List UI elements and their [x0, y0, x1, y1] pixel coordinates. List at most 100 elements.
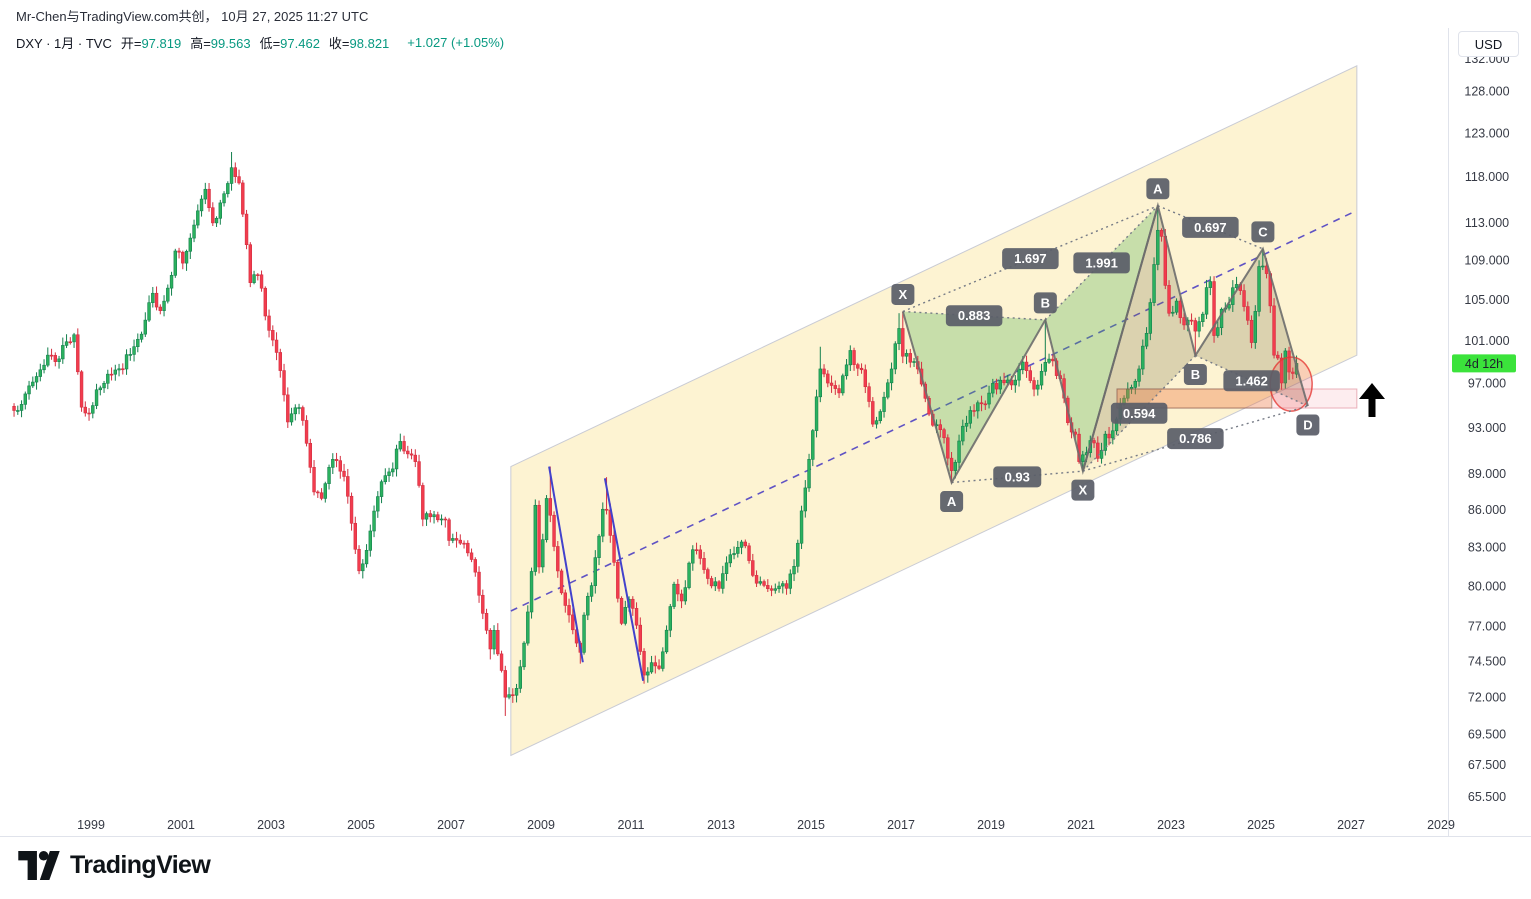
candle-body [68, 341, 73, 344]
candle [121, 363, 125, 375]
pattern-point-label-D[interactable]: D [1296, 414, 1320, 436]
fib-ratio-label[interactable]: 0.93 [993, 466, 1042, 488]
fib-ratio-label[interactable]: 1.991 [1073, 252, 1130, 274]
candle-body [799, 510, 804, 544]
candle [117, 363, 121, 377]
candle [559, 568, 564, 595]
price-axis-label: 123.000 [1464, 126, 1509, 140]
candle [946, 434, 950, 466]
candle [949, 451, 954, 483]
fib-ratio-label[interactable]: 0.786 [1167, 428, 1224, 450]
candle [653, 655, 658, 674]
candle [91, 402, 95, 419]
candle [856, 362, 860, 376]
candle [1096, 436, 1100, 462]
pattern-point-label-B[interactable]: B [1183, 363, 1207, 385]
candle [818, 346, 823, 403]
badge-text: 4d 12h [1465, 357, 1503, 371]
label-text: 0.697 [1194, 220, 1227, 235]
pattern-point-label-B[interactable]: B [1033, 292, 1057, 314]
ohlc-field: 开=97.819 [120, 36, 182, 51]
candle-body [533, 504, 538, 572]
candle-body [1152, 264, 1156, 303]
candle-body [1201, 313, 1205, 322]
candle [1242, 284, 1246, 312]
channel-midline[interactable] [510, 209, 1358, 612]
candle [27, 380, 31, 400]
candle-body [1272, 305, 1276, 356]
candle [871, 397, 875, 427]
pattern-point-label-X[interactable]: X [1071, 479, 1095, 501]
candle [477, 566, 481, 603]
candle-body [818, 368, 823, 398]
candlestick-series [12, 151, 1299, 716]
candle [1287, 346, 1291, 380]
candle-body [214, 217, 219, 224]
candle [541, 533, 545, 573]
plot-area[interactable] [12, 65, 1358, 757]
label-box [1002, 248, 1059, 270]
pattern-point-label-C[interactable]: C [1251, 221, 1275, 243]
candle-body [248, 244, 252, 283]
candle-body [833, 385, 838, 389]
candle-body [526, 611, 530, 644]
time-axis-label: 1999 [77, 818, 105, 832]
trendline-blue[interactable] [603, 478, 645, 682]
candle-body [196, 210, 200, 226]
candle-body [466, 542, 470, 554]
candle-body [1107, 433, 1111, 439]
candle [46, 347, 50, 368]
candle [511, 688, 515, 703]
candle-body [1279, 357, 1284, 384]
candle [672, 581, 676, 610]
candle-body [1092, 440, 1096, 444]
label-box [1296, 414, 1320, 436]
candle-body [308, 443, 312, 468]
candle [421, 482, 425, 527]
tradingview-logo[interactable]: TradingView [18, 851, 211, 880]
fib-ratio-label[interactable]: 1.462 [1223, 370, 1280, 392]
price-axis-label: 67.500 [1468, 758, 1506, 772]
countdown-badge[interactable]: 4d 12h [1452, 354, 1516, 373]
pattern-point-label-A[interactable]: A [1146, 178, 1170, 200]
candle [781, 580, 785, 594]
trendline-blue[interactable] [548, 466, 584, 663]
candle [841, 373, 845, 396]
candle-body [736, 547, 740, 554]
candle [837, 384, 841, 399]
label-text: 0.883 [958, 308, 991, 323]
xabcd-pattern-fill[interactable] [902, 311, 1046, 483]
candle [83, 401, 88, 417]
candle [728, 548, 733, 568]
price-axis-label: 74.500 [1468, 654, 1506, 668]
candle-body [646, 671, 650, 676]
price-axis-label: 105.000 [1464, 293, 1509, 307]
candle [169, 271, 174, 296]
xabcd-pattern-fill[interactable] [1082, 205, 1196, 472]
fib-ratio-line[interactable] [902, 310, 1046, 321]
candle-body [402, 441, 406, 452]
candle [271, 325, 275, 347]
fib-ratio-label[interactable]: 0.697 [1182, 216, 1239, 238]
time-axis-label: 2001 [167, 818, 195, 832]
candle-body [972, 410, 976, 412]
candle [739, 539, 744, 555]
candle-body [38, 369, 43, 377]
symbol-title[interactable]: DXY · 1月 · TVC [16, 36, 112, 51]
badge-bg [1452, 354, 1516, 373]
fib-ratio-label[interactable]: 0.594 [1110, 402, 1168, 424]
fib-ratio-label[interactable]: 0.883 [945, 305, 1003, 327]
up-arrow-icon[interactable] [1359, 383, 1385, 417]
currency-button[interactable]: USD [1458, 31, 1519, 57]
candle-body [1024, 361, 1029, 371]
fib-ratio-line[interactable] [1044, 205, 1159, 321]
xabcd-pattern-fill[interactable] [1045, 205, 1158, 472]
candle-body [859, 367, 864, 371]
candle-body [181, 251, 185, 264]
pattern-point-label-X[interactable]: X [891, 283, 915, 305]
fib-ratio-label[interactable]: 1.697 [1002, 248, 1059, 270]
xabcd-pattern-line[interactable] [1081, 201, 1309, 472]
pattern-point-label-A[interactable]: A [940, 491, 964, 513]
candle-body [691, 549, 695, 564]
